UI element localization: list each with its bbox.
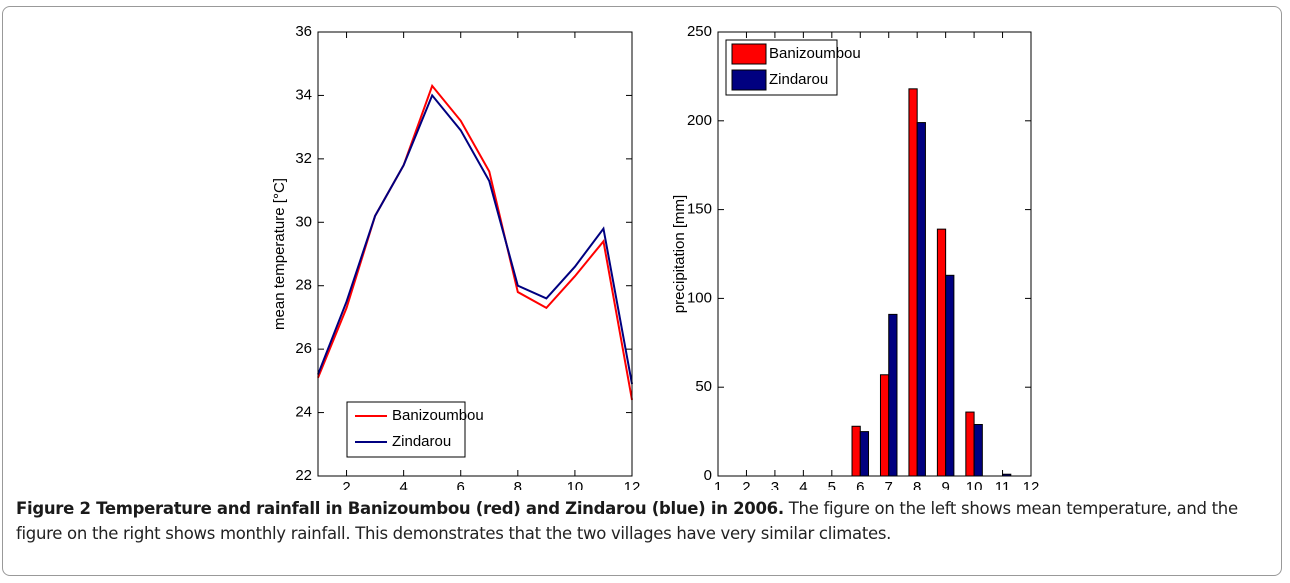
x-tick-label: 4 [399,479,407,490]
legend-label: Zindarou [769,71,828,88]
x-tick-label: 4 [799,479,807,490]
y-tick-label: 30 [295,213,312,230]
y-tick-label: 28 [295,277,312,294]
y-tick-label: 150 [687,201,712,218]
x-tick-label: 1 [714,479,722,490]
bar [945,274,955,477]
x-tick-label: 2 [342,479,350,490]
legend-label: Zindarou [392,433,451,450]
x-tick-label: 11 [995,479,1011,490]
y-tick-label: 32 [295,150,312,167]
x-tick-label: 12 [624,479,641,490]
line-series [317,93,633,385]
x-tick-label: 6 [457,479,465,490]
bar [973,423,983,477]
bar [851,425,861,477]
y-tick-label: 22 [295,467,312,484]
y-tick-label: 100 [687,289,712,306]
caption: Figure 2 Temperature and rainfall in Ban… [16,496,1276,546]
bar [965,411,975,477]
x-tick-label: 5 [828,479,836,490]
axes-box [717,31,1032,477]
legend-box [346,401,466,458]
x-tick-label: 10 [966,479,983,490]
y-tick-label: 24 [295,404,312,421]
legend-label: Banizoumbou [769,45,861,62]
x-tick-label: 8 [913,479,921,490]
x-tick-label: 2 [742,479,750,490]
y-tick-label: 200 [687,112,712,129]
x-tick-label: 8 [514,479,522,490]
bar [936,228,947,477]
axes-box [317,31,633,477]
y-axis-label: precipitation [mm] [671,195,688,313]
x-tick-label: 3 [771,479,779,490]
caption-label: Figure 2 Temperature and rainfall in Ban… [16,499,784,518]
x-tick-label: 9 [941,479,949,490]
y-tick-label: 0 [704,467,712,484]
y-axis-label: mean temperature [°C] [271,178,288,330]
charts: 222426283032343624681012monthmean temper… [271,23,1040,490]
x-tick-label: 10 [567,479,584,490]
legend-label: Banizoumbou [392,407,484,424]
figure-frame [2,6,1282,576]
bar [916,122,926,477]
bar [888,313,898,477]
x-tick-label: 7 [885,479,893,490]
caption-text: The figure on the left shows mean temper… [16,499,1238,543]
bar [859,431,870,477]
y-tick-label: 26 [295,340,312,357]
plot-area [718,32,1031,476]
legend-swatch [731,43,767,65]
bar [879,374,890,477]
x-tick-label: 6 [856,479,864,490]
bar [908,88,918,477]
y-tick-label: 50 [695,378,712,395]
x-tick-label: 12 [1023,479,1040,490]
y-tick-label: 250 [687,23,712,40]
y-tick-label: 36 [295,23,312,40]
legend-swatch [731,69,767,91]
y-tick-label: 34 [295,86,312,103]
